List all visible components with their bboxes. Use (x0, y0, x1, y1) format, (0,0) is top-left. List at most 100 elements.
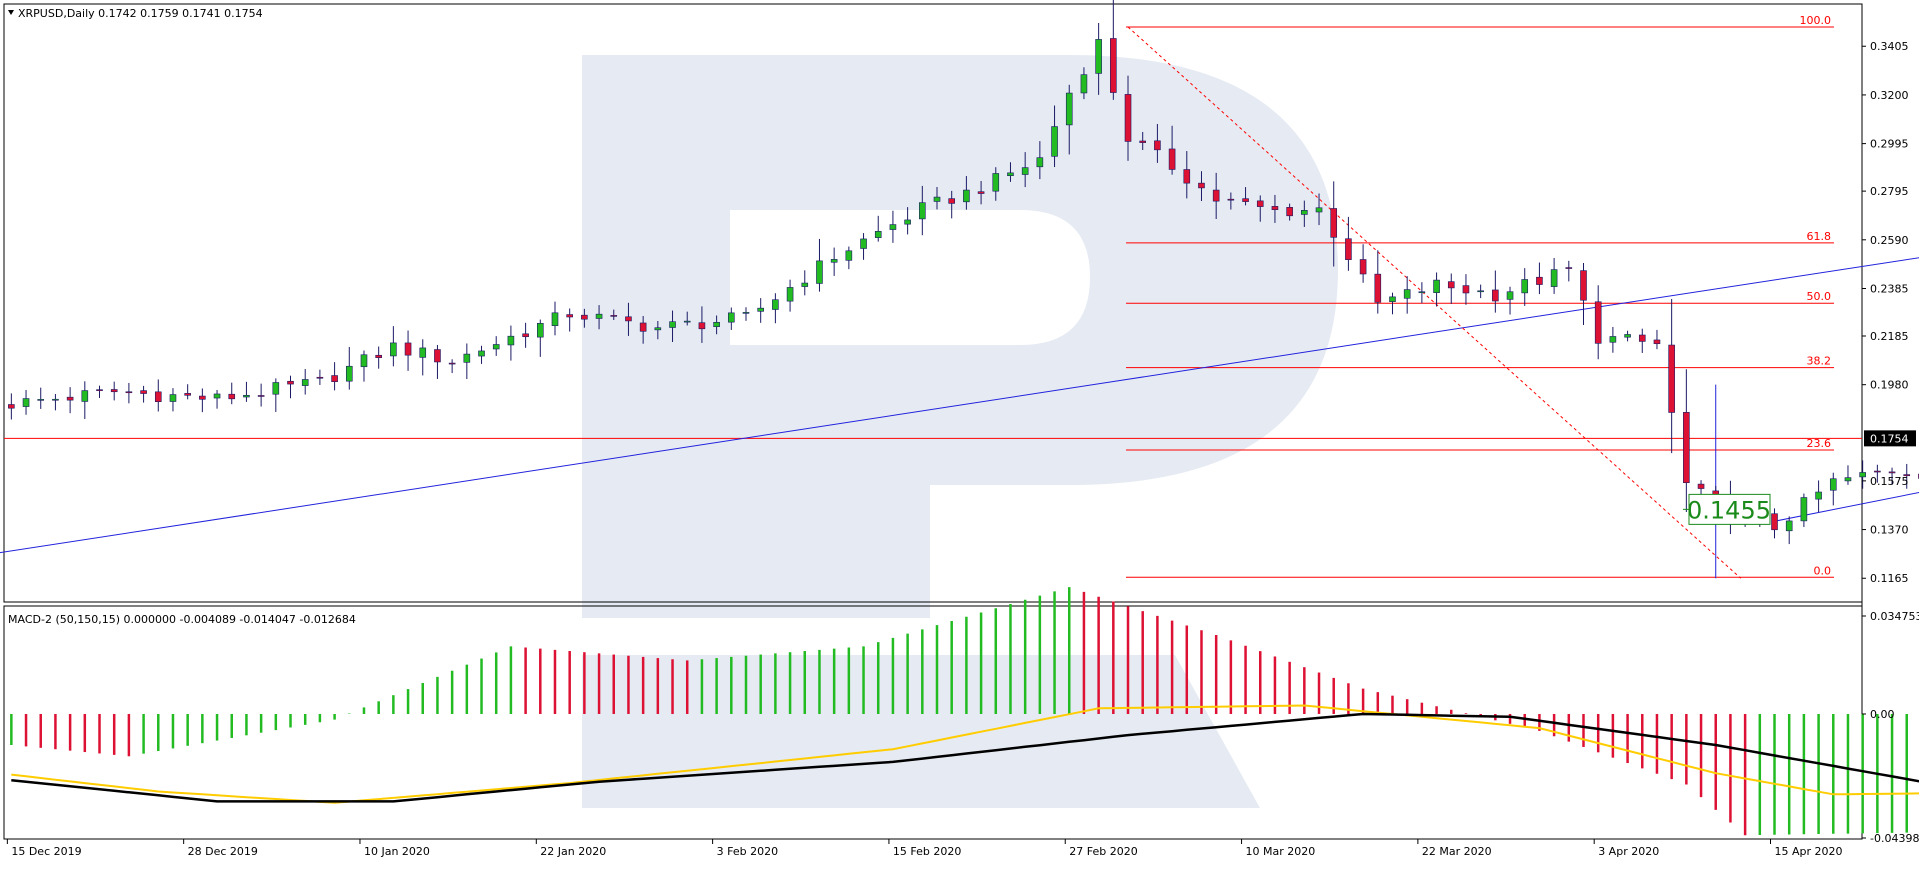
candle-body (463, 353, 471, 363)
candle-body (1315, 207, 1323, 213)
candle-body (1124, 94, 1132, 142)
candle-body (1536, 276, 1543, 285)
candle-body (1888, 471, 1896, 474)
candle-body (595, 313, 603, 319)
candle-body (654, 327, 662, 331)
candlesticks (8, 0, 1919, 545)
candle-body (96, 389, 103, 391)
candle-body (698, 322, 706, 330)
candle-body (125, 391, 133, 394)
candle-body (1212, 189, 1220, 202)
candle-body (448, 362, 456, 365)
candle-body (1638, 334, 1646, 342)
candle-body (1874, 470, 1881, 473)
candle-body (772, 299, 779, 310)
candle-body (816, 260, 823, 284)
candle-body (184, 393, 191, 396)
candle-body (1065, 92, 1073, 126)
date-tick-label: 10 Mar 2020 (1246, 845, 1316, 858)
candle-body (1433, 279, 1440, 293)
candle-body (1668, 344, 1675, 413)
candle-body (1080, 74, 1088, 94)
price-axis: 0.3405 0.3200 0.2995 0.2795 0.2590 0.2385 0.21… (1862, 40, 1916, 585)
candle-body (375, 354, 382, 358)
candle-body (713, 321, 720, 328)
candle-body (169, 394, 177, 402)
price-tick-label: 0.2590 (1870, 234, 1909, 247)
candle-body (507, 335, 515, 346)
candle-body (728, 312, 735, 323)
price-tick-label: 0.1370 (1870, 524, 1909, 537)
collapse-triangle-icon[interactable] (8, 10, 14, 15)
candle-body (683, 320, 691, 323)
price-tick-label: 0.3405 (1870, 40, 1909, 53)
fib-level-label: 61.8 (1807, 230, 1832, 243)
price-tick-label: 0.3200 (1870, 89, 1909, 102)
candle-body (1521, 279, 1529, 294)
candle-body (1594, 301, 1602, 344)
macd-tick-label: 0.00 (1870, 708, 1895, 721)
price-tick-label: 0.1980 (1870, 379, 1909, 392)
price-tick-label: 0.2385 (1870, 282, 1909, 295)
watermark-upper-shape (582, 55, 1338, 618)
date-tick-label: 27 Feb 2020 (1069, 845, 1137, 858)
candle-body (1815, 491, 1822, 500)
ascending-channel-line[interactable] (0, 27, 1919, 619)
candle-body (933, 196, 941, 202)
candle-body (1095, 39, 1102, 74)
candle-body (1389, 296, 1396, 302)
candle-body (1168, 148, 1176, 170)
candle-body (1565, 267, 1573, 269)
candle-body (1036, 157, 1044, 168)
candle-body (199, 395, 206, 400)
candle-body (287, 380, 294, 385)
macd-main-line (11, 712, 1919, 803)
candle-body (757, 307, 764, 312)
candle-body (66, 396, 74, 401)
candle-body (1271, 206, 1279, 210)
candle-body (669, 321, 676, 328)
candle-body (37, 399, 45, 401)
candle-body (360, 354, 368, 368)
price-tick-label: 0.2185 (1870, 330, 1909, 343)
candle-body (52, 398, 59, 401)
date-tick-label: 3 Apr 2020 (1598, 845, 1659, 858)
candle-body (522, 333, 529, 338)
candle-body (492, 344, 500, 350)
candle-body (919, 202, 926, 220)
candle-body (801, 282, 809, 287)
candle-body (301, 379, 309, 386)
candle-body (742, 312, 750, 314)
candle-body (581, 314, 588, 320)
candle-body (1771, 513, 1778, 531)
macd-lines (11, 704, 1919, 804)
candle-body (110, 389, 118, 393)
current-price-tag (1864, 430, 1916, 447)
fib-level-label: 38.2 (1807, 355, 1832, 368)
fib-level-label: 50.0 (1807, 290, 1832, 303)
candle-body (1051, 126, 1058, 157)
candle-body (1653, 339, 1661, 345)
candle-body (434, 349, 441, 363)
candle-body (8, 404, 15, 409)
candle-body (536, 323, 544, 338)
candle-body (639, 322, 647, 332)
date-tick-label: 22 Mar 2020 (1422, 845, 1492, 858)
candle-body (316, 376, 324, 379)
current-price-label: 0.1754 (1870, 432, 1909, 445)
candle-body (610, 315, 618, 317)
candle-body (1477, 290, 1484, 293)
retracement-dashed-line (1127, 26, 1742, 579)
candle-body (81, 390, 89, 402)
candle-body (1418, 291, 1426, 294)
price-panel-title: XRPUSD,Daily 0.1742 0.1759 0.1741 0.1754 (18, 7, 263, 20)
candle-body (1697, 483, 1705, 489)
fib-level-label: 0.0 (1814, 564, 1832, 577)
macd-tick-label: -0.043986 (1870, 832, 1919, 845)
date-tick-label: 22 Jan 2020 (540, 845, 606, 858)
candle-body (874, 231, 882, 238)
candle-body (345, 365, 353, 382)
candle-body (845, 250, 853, 261)
candle-body (786, 287, 794, 302)
